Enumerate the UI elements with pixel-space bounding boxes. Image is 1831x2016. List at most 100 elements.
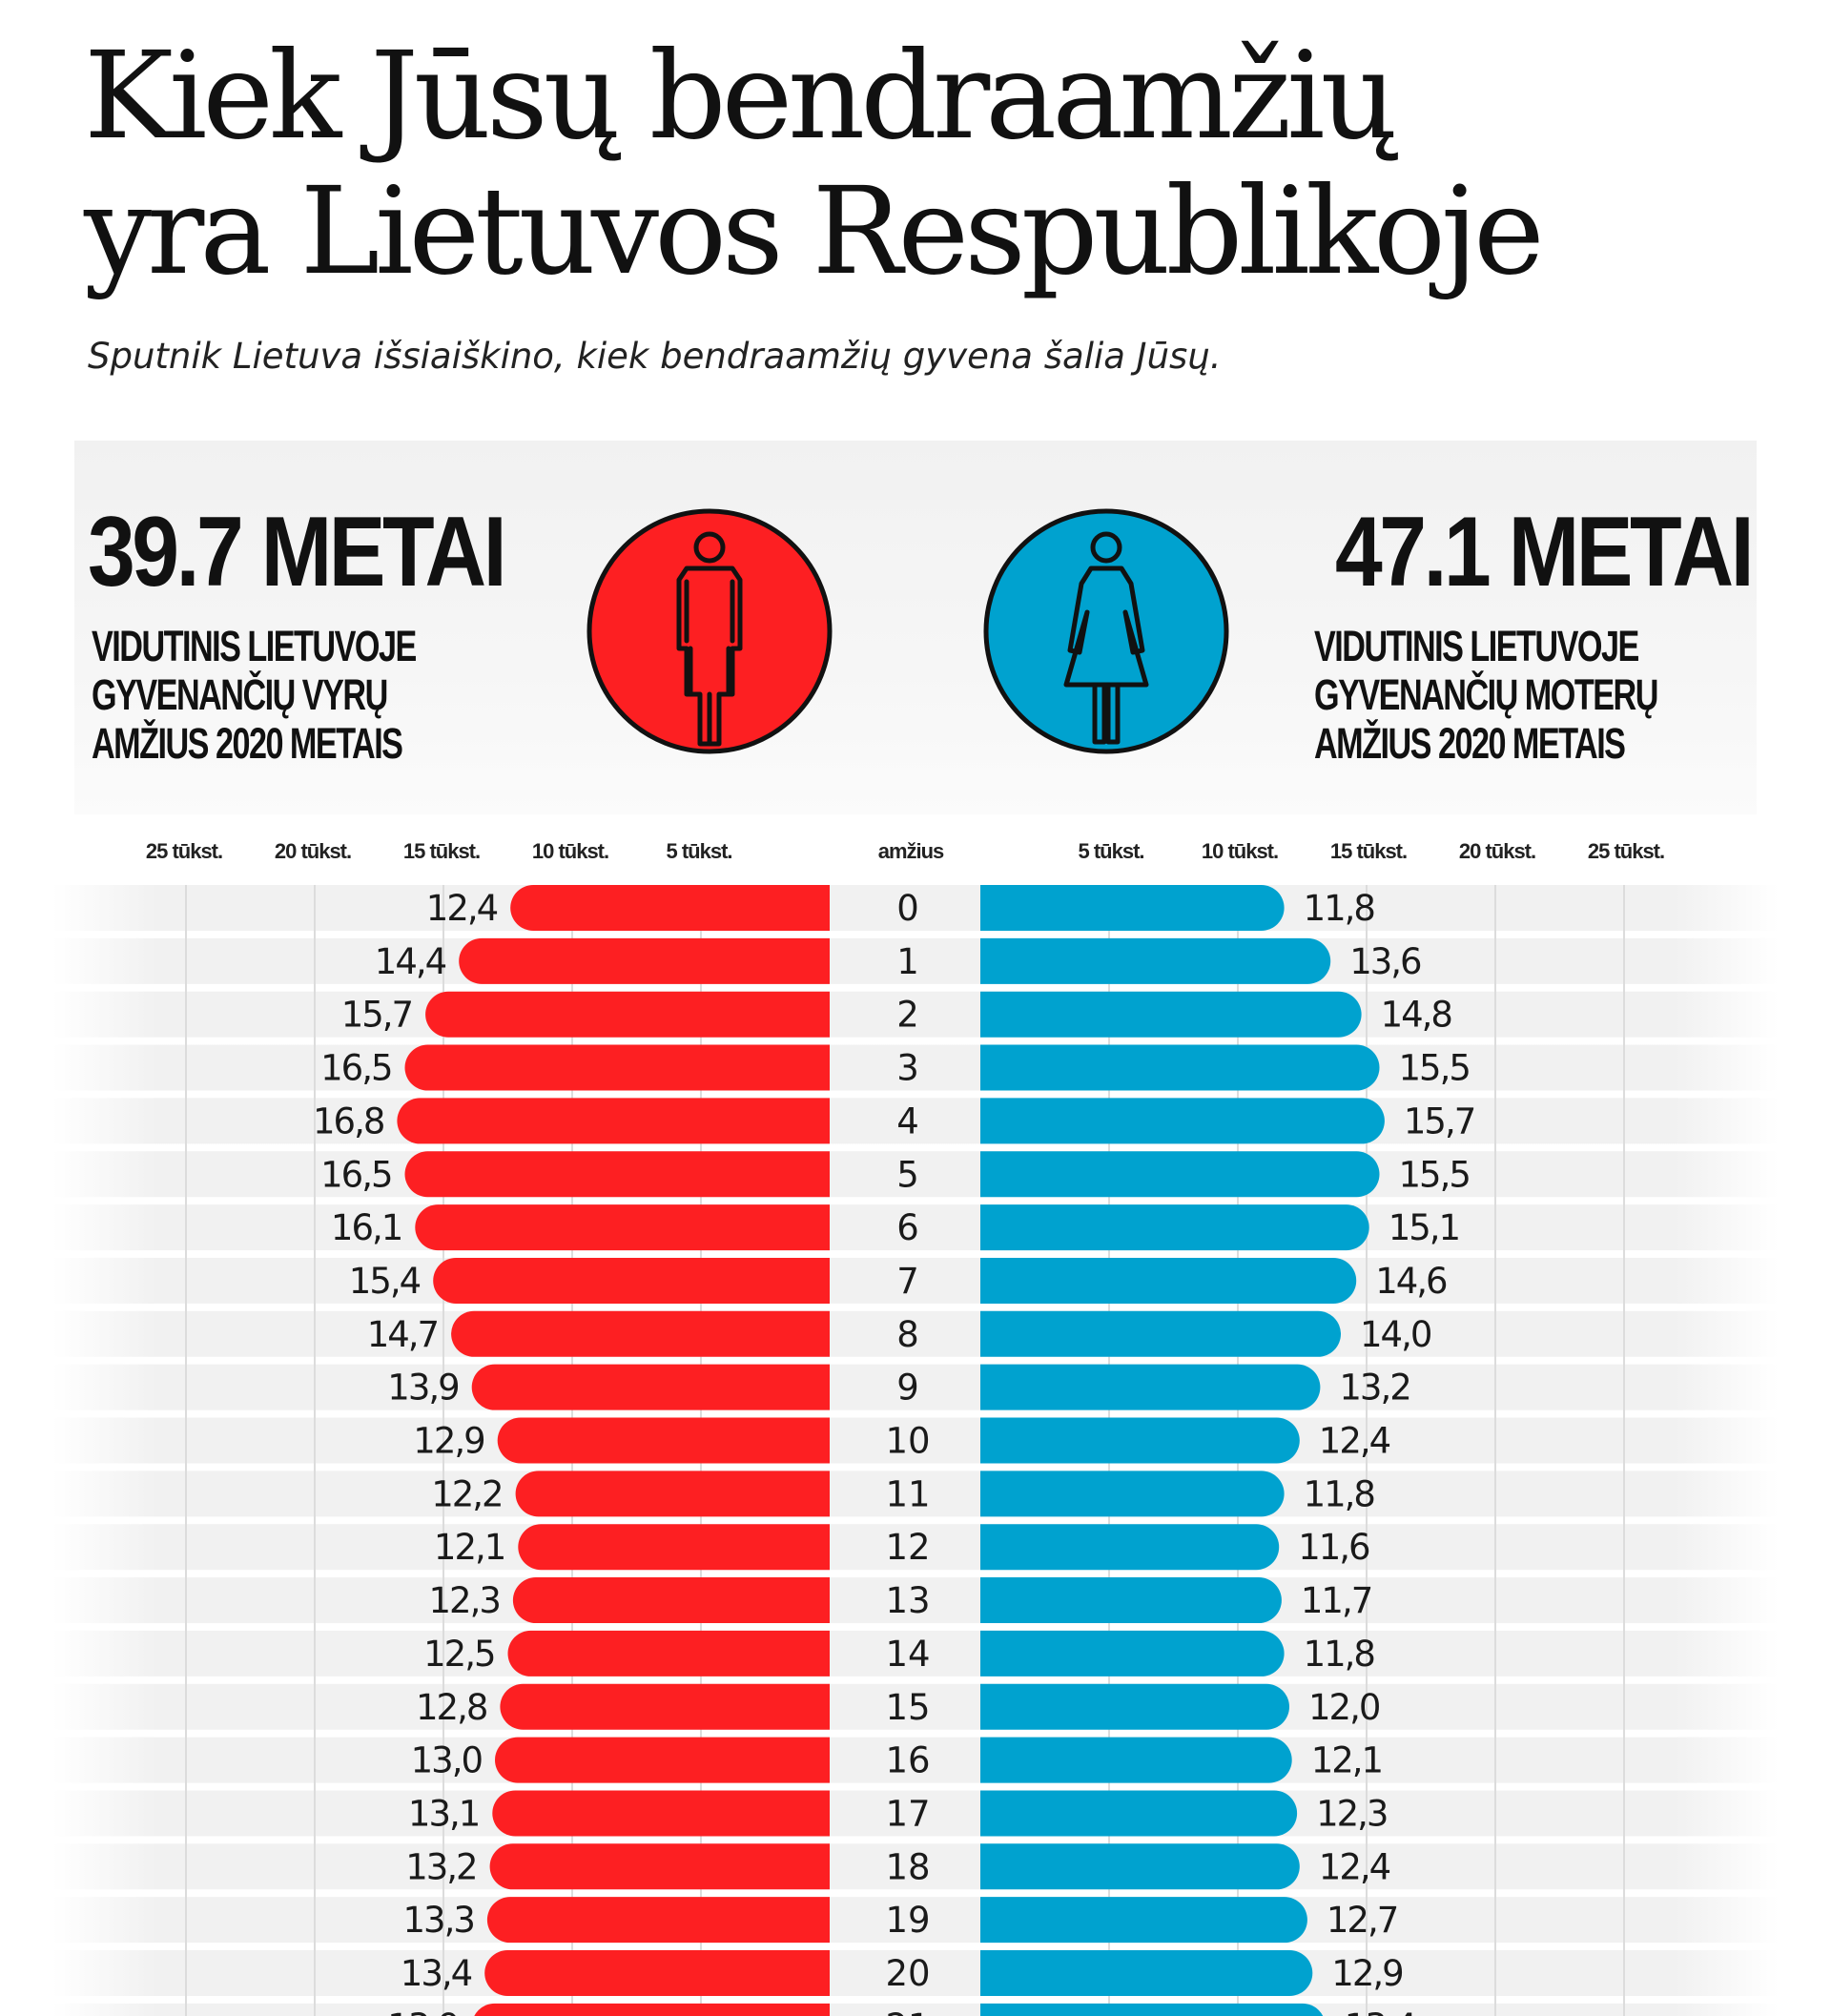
right-tick-10: 10 tūkst.: [1201, 839, 1279, 863]
female-bar-age-3: [980, 1044, 1380, 1091]
female-value-label: 12,4: [1319, 1421, 1390, 1462]
left-tick-10: 10 tūkst.: [531, 839, 609, 863]
female-bar-age-13: [980, 1577, 1282, 1624]
female-bar-age-4: [980, 1098, 1385, 1144]
left-tick-15: 15 tūkst.: [402, 839, 481, 863]
male-bar-age-19: [486, 1897, 830, 1944]
page-title: Kiek Jūsų bendraamžių yra Lietuvos Respu…: [84, 29, 1545, 301]
female-value-label: 12,7: [1327, 1900, 1397, 1941]
row-band: [52, 1630, 1779, 1677]
age-label: 10: [885, 1421, 930, 1462]
male-bar-age-14: [507, 1630, 830, 1677]
female-value-label: 11,8: [1304, 888, 1375, 929]
female-desc-line-3: AMŽIUS 2020 METAIS: [1314, 719, 1626, 768]
left-tick-20: 20 tūkst.: [274, 839, 352, 863]
male-value-label: 12,1: [434, 1527, 504, 1568]
female-bar-age-20: [980, 1950, 1313, 1996]
female-value-label: 14,0: [1360, 1314, 1431, 1355]
row-band: [52, 1151, 1779, 1198]
female-value-label: 13,2: [1339, 1368, 1409, 1409]
male-bar-age-16: [495, 1737, 830, 1783]
female-value-label: 11,8: [1304, 1473, 1375, 1514]
row-band: [52, 1044, 1779, 1091]
age-label: 16: [885, 1740, 930, 1781]
row-band: [52, 1737, 1779, 1783]
age-label: 20: [885, 1953, 930, 1994]
male-value-label: 12,3: [429, 1580, 500, 1621]
female-desc-line-1: VIDUTINIS LIETUVOJE: [1314, 622, 1639, 670]
male-bar-age-11: [515, 1471, 830, 1517]
male-bar-age-7: [433, 1257, 830, 1304]
row-band: [52, 1310, 1779, 1357]
female-bar-age-2: [980, 991, 1362, 1038]
male-value-label: 12,2: [431, 1473, 502, 1514]
male-bar-age-5: [404, 1151, 830, 1198]
age-label: 8: [896, 1314, 919, 1355]
female-bar-age-18: [980, 1843, 1300, 1890]
age-label: 9: [896, 1368, 919, 1409]
female-bar-age-1: [980, 937, 1331, 984]
female-value-label: 14,6: [1375, 1261, 1447, 1302]
row-band: [52, 1098, 1779, 1144]
male-average-age-description: VIDUTINIS LIETUVOJE GYVENANČIŲ VYRŲ AMŽI…: [92, 622, 417, 768]
right-tick-15: 15 tūkst.: [1329, 839, 1408, 863]
left-tick-25: 25 tūkst.: [145, 839, 223, 863]
row-band: [52, 1257, 1779, 1304]
female-average-age-description: VIDUTINIS LIETUVOJE GYVENANČIŲ MOTERŲ AM…: [1314, 622, 1658, 768]
female-value-label: 13,6: [1349, 941, 1421, 982]
female-bar-age-17: [980, 1790, 1298, 1837]
male-value-label: 12,8: [416, 1687, 487, 1728]
male-bar-age-4: [397, 1098, 830, 1144]
row-band: [52, 1204, 1779, 1251]
male-value-label: 13,3: [403, 1900, 474, 1941]
female-bar-age-19: [980, 1897, 1307, 1944]
male-value-label: 13,9: [387, 1368, 458, 1409]
age-label: 17: [885, 1793, 930, 1834]
female-value-label: 15,7: [1404, 1101, 1474, 1142]
male-bar-age-1: [459, 937, 830, 984]
male-value-label: 16,8: [313, 1101, 384, 1142]
female-value-label: 12,0: [1308, 1687, 1380, 1728]
male-average-age: 39.7 METAI: [88, 497, 507, 607]
age-label: 3: [896, 1048, 919, 1089]
male-value-label: 14,4: [375, 941, 446, 982]
female-desc-line-2: GYVENANČIŲ MOTERŲ: [1314, 670, 1658, 719]
right-tick-20: 20 tūkst.: [1458, 839, 1536, 863]
age-label: 1: [896, 941, 919, 982]
female-value-label: 12,9: [1331, 1953, 1402, 1994]
male-value-label: 13,4: [401, 1953, 472, 1994]
male-bar-age-15: [500, 1683, 830, 1730]
female-value-label: 12,1: [1311, 1740, 1382, 1781]
female-bar-age-16: [980, 1737, 1292, 1783]
age-label: 12: [885, 1527, 930, 1568]
male-bar-age-12: [518, 1524, 830, 1571]
row-band: [52, 1897, 1779, 1944]
woman-icon: [983, 508, 1229, 754]
male-value-label: 12,9: [413, 1421, 483, 1462]
male-value-label: 13,0: [411, 1740, 483, 1781]
male-bar-age-6: [415, 1204, 830, 1251]
row-band: [52, 1524, 1779, 1571]
row-band: [52, 937, 1779, 984]
female-bar-age-10: [980, 1417, 1300, 1464]
left-tick-5: 5 tūkst.: [666, 839, 732, 863]
age-label: 13: [885, 1580, 930, 1621]
age-label: 14: [885, 1634, 930, 1675]
title-line-2: yra Lietuvos Respublikoje: [84, 161, 1545, 301]
female-bar-age-15: [980, 1683, 1289, 1730]
average-age-panel: 39.7 METAI VIDUTINIS LIETUVOJE GYVENANČI…: [74, 441, 1757, 814]
row-band: [52, 885, 1779, 931]
age-label: 7: [896, 1261, 919, 1302]
age-label: 18: [885, 1846, 930, 1887]
age-label: 6: [896, 1207, 919, 1248]
male-bar-age-21: [474, 2003, 830, 2016]
age-label: 5: [896, 1154, 919, 1195]
male-bar-age-9: [471, 1364, 830, 1410]
age-label: 0: [896, 888, 919, 929]
row-band: [52, 1577, 1779, 1624]
male-bar-age-2: [425, 991, 830, 1038]
right-tick-25: 25 tūkst.: [1587, 839, 1665, 863]
female-value-label: 12,3: [1316, 1793, 1387, 1834]
male-value-label: 13,9: [387, 2006, 458, 2016]
